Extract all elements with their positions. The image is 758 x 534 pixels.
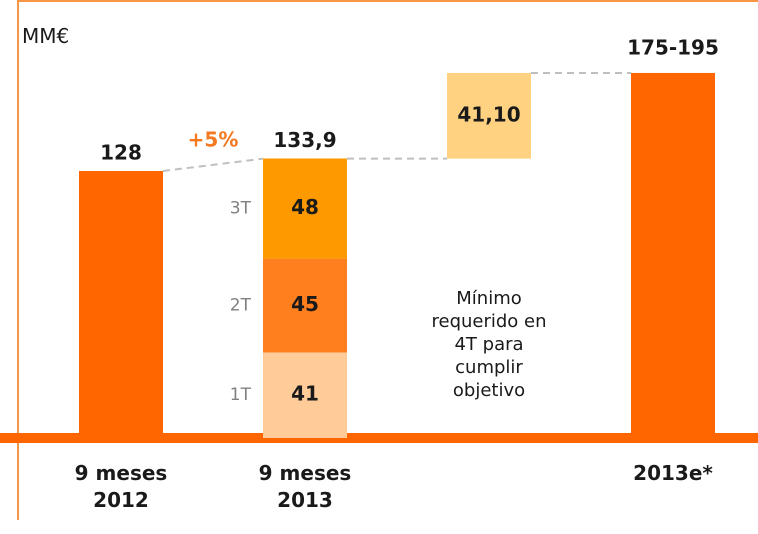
series-name: 1T <box>230 385 252 405</box>
stack-segment <box>263 258 347 353</box>
baseline <box>0 433 758 443</box>
total-label: 133,9 <box>273 128 336 152</box>
increment-bar <box>447 72 531 159</box>
unit-label: MM€ <box>22 24 70 48</box>
segment-label: 48 <box>291 195 319 219</box>
segment-label: 45 <box>291 292 319 316</box>
total-bar <box>631 72 715 438</box>
x-tick-label: 2013e* <box>633 461 713 485</box>
increment-label: 41,10 <box>457 102 520 126</box>
x-tick-label: 9 meses 2012 <box>74 461 168 512</box>
growth-label: +5% <box>188 128 239 152</box>
connector <box>162 157 264 172</box>
segment-label: 41 <box>291 382 319 406</box>
total-label: 128 <box>100 140 142 164</box>
stack-segment <box>263 352 347 438</box>
stack-segment <box>263 158 347 259</box>
series-name: 3T <box>230 199 252 219</box>
total-label: 175-195 <box>627 35 719 59</box>
series-name: 2T <box>230 296 252 316</box>
x-tick-label: 9 meses 2013 <box>258 461 352 512</box>
total-bar <box>79 170 163 438</box>
annotation: Mínimo requerido en 4T para cumplir obje… <box>431 288 547 401</box>
